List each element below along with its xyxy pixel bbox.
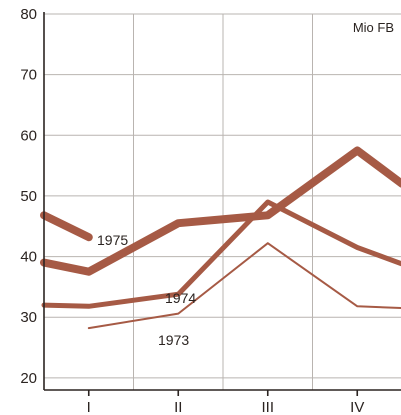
y-tick-label: 20 bbox=[20, 370, 37, 387]
x-tick-label: II bbox=[174, 399, 182, 415]
x-tick-label: III bbox=[261, 399, 274, 415]
y-tick-label: 60 bbox=[20, 127, 37, 144]
y-tick-label: 30 bbox=[20, 309, 37, 326]
x-tick-label: IV bbox=[350, 399, 364, 415]
y-tick-label: 70 bbox=[20, 67, 37, 84]
series-lines bbox=[40, 146, 401, 330]
series-labels: 1975 1974 1973 bbox=[97, 232, 196, 348]
y-tick-labels: 20 30 40 50 60 70 80 bbox=[20, 6, 37, 387]
grid bbox=[44, 13, 401, 390]
axes bbox=[43, 12, 401, 396]
x-tick-label: I bbox=[87, 399, 91, 415]
series-label-1973: 1973 bbox=[158, 332, 189, 348]
series-line-1975-1 bbox=[40, 146, 401, 276]
y-tick-label: 80 bbox=[20, 6, 37, 23]
series-line-1973-0 bbox=[87, 242, 401, 330]
series-line-1975-0 bbox=[40, 211, 93, 242]
y-tick-label: 40 bbox=[20, 249, 37, 266]
y-tick-label: 50 bbox=[20, 188, 37, 205]
series-line-1974-0 bbox=[41, 199, 401, 309]
series-label-1974: 1974 bbox=[165, 290, 196, 306]
series-label-1975: 1975 bbox=[97, 232, 128, 248]
x-tick-labels: I II III IV bbox=[87, 399, 365, 415]
unit-label: Mio FB bbox=[353, 20, 394, 35]
